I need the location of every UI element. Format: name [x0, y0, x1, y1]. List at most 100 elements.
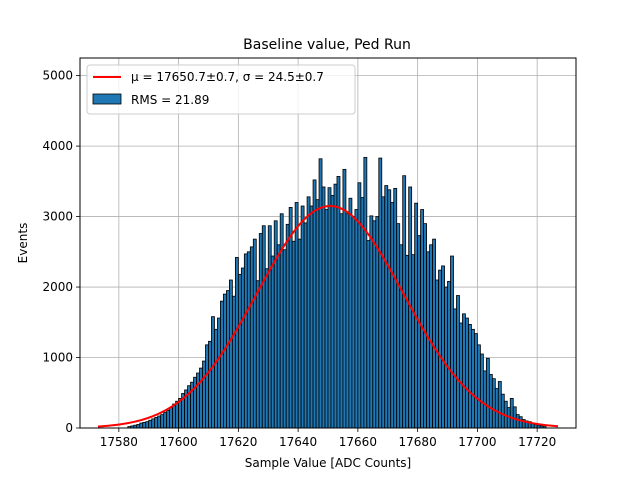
histogram-bar: [273, 220, 278, 429]
histogram-bar: [151, 418, 156, 429]
histogram-bar: [217, 317, 221, 429]
histogram-bar: [243, 253, 248, 429]
histogram-bar: [139, 422, 144, 429]
histogram-bar: [178, 397, 182, 429]
histogram-bar: [381, 196, 386, 429]
chart-title: Baseline value, Ped Run: [243, 37, 411, 53]
histogram-bar: [249, 246, 254, 429]
x-tick-label: 17720: [518, 435, 556, 449]
histogram-bar: [166, 409, 171, 429]
histogram-bar: [223, 293, 227, 429]
x-tick-label: 17580: [100, 435, 138, 449]
histogram-bar: [202, 360, 206, 429]
histogram-bar: [154, 417, 159, 429]
histogram-bar: [327, 187, 332, 429]
histogram-bar: [255, 280, 260, 429]
histogram-bar: [429, 244, 433, 429]
histogram-bar: [402, 175, 407, 429]
histogram-bar: [309, 205, 314, 429]
histogram-bar: [297, 238, 302, 429]
histogram-bar: [447, 281, 451, 429]
histogram-bar: [351, 216, 356, 429]
gaussian-fit-curve: [97, 204, 559, 428]
histogram-bar: [267, 225, 272, 429]
histogram-bar: [396, 223, 401, 429]
histogram-bar: [474, 333, 478, 429]
histogram-bar: [497, 381, 502, 429]
x-axis-ticks: 17580 17600 17620 17640 17660 17680 17700 17720: [100, 428, 556, 449]
histogram-bar: [240, 267, 245, 429]
histogram-bar: [169, 407, 174, 429]
y-tick-label: 4000: [42, 139, 73, 153]
histogram-bar: [456, 295, 460, 429]
histogram-bar: [285, 223, 290, 429]
histogram-bar: [196, 372, 200, 429]
histogram-bar: [462, 313, 466, 429]
histogram-bar: [252, 238, 257, 429]
histogram-bar: [306, 196, 311, 429]
histogram-bar: [366, 240, 371, 429]
histogram-bar: [208, 340, 212, 429]
histogram-bar: [276, 244, 281, 429]
y-tick-label: 1000: [42, 351, 73, 365]
histogram-bar: [471, 328, 475, 429]
histogram-bar: [205, 344, 209, 429]
histogram-bar: [500, 393, 505, 429]
histogram-bar: [226, 290, 230, 429]
histogram-bar: [360, 197, 365, 429]
histogram-bar: [220, 300, 224, 429]
histogram-bar: [288, 207, 293, 429]
histogram-bar: [533, 424, 538, 429]
histogram-bar: [136, 424, 141, 429]
x-tick-label: 17600: [160, 435, 198, 449]
histogram-bar: [163, 412, 168, 429]
x-tick-label: 17700: [458, 435, 496, 449]
histogram-bar: [438, 269, 442, 429]
histogram-bar: [264, 268, 269, 429]
histogram-bar: [300, 205, 305, 429]
histogram-bar: [324, 209, 329, 429]
y-tick-label: 2000: [42, 280, 73, 294]
histogram-bar: [160, 414, 165, 429]
histogram-bar: [228, 279, 233, 429]
histogram-bars: [127, 156, 547, 429]
histogram-bar: [157, 415, 162, 429]
histogram-bar: [237, 273, 242, 429]
histogram-bar: [488, 374, 493, 429]
histogram-bar: [315, 199, 320, 429]
histogram-bar: [515, 414, 520, 429]
histogram-bar: [172, 403, 177, 429]
histogram-bar: [345, 213, 350, 429]
legend-hist-label: RMS = 21.89: [131, 93, 209, 107]
histogram-bar: [399, 244, 404, 429]
histogram-bar: [175, 400, 180, 429]
histogram-bar: [211, 316, 215, 429]
histogram-bar: [294, 202, 299, 429]
histogram-bar: [465, 317, 469, 429]
histogram-bar: [491, 378, 496, 429]
histogram-bar: [459, 322, 463, 429]
histogram-bar: [423, 223, 428, 429]
histogram-bar: [258, 233, 263, 429]
histogram-bar: [342, 168, 347, 429]
histogram-bar: [476, 344, 481, 429]
histogram-bar: [145, 421, 150, 429]
x-axis-label: Sample Value [ADC Counts]: [245, 456, 411, 470]
histogram-bar: [291, 240, 296, 429]
histogram-bar: [468, 323, 472, 429]
histogram-bar: [339, 213, 344, 429]
y-tick-label: 0: [65, 421, 73, 435]
histogram-bar: [479, 353, 484, 429]
histogram-bar: [199, 367, 203, 429]
histogram-bar: [214, 328, 218, 429]
histogram-bar: [312, 179, 317, 429]
histogram-bar: [441, 265, 445, 429]
histogram-bar: [485, 357, 490, 429]
histogram-bar: [330, 195, 335, 429]
histogram-bar: [411, 254, 416, 429]
histogram-bar: [282, 249, 287, 429]
histogram-bar: [363, 156, 368, 429]
histogram-bar: [357, 182, 362, 429]
histogram-bar: [384, 185, 389, 429]
histogram-bar: [482, 370, 487, 429]
